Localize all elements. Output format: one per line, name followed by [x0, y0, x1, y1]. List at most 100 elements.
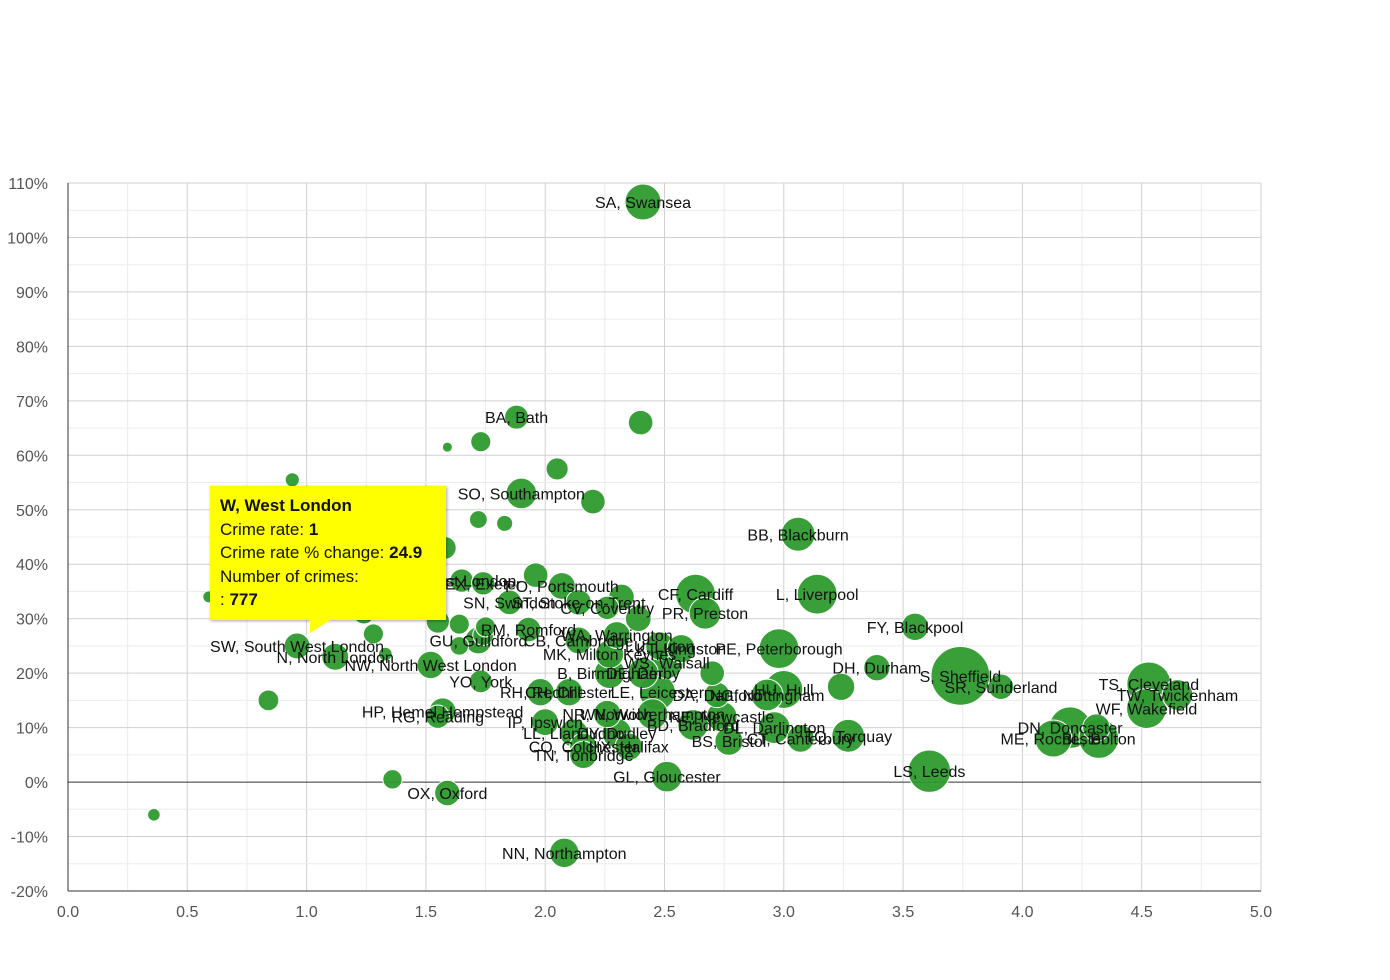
- bubble-point[interactable]: [547, 572, 576, 600]
- bubble-point[interactable]: [627, 409, 654, 436]
- bubble-label: DL, Darlington: [723, 721, 825, 738]
- bubble-point[interactable]: [826, 672, 856, 701]
- bubble-point[interactable]: [699, 660, 726, 686]
- bubble-label: GU, Guildford: [429, 633, 527, 650]
- bubble-point[interactable]: [416, 650, 445, 680]
- tooltip-crime-rate: Crime rate: 1: [220, 518, 436, 542]
- bubble-label: B, Birmingham: [557, 666, 662, 683]
- bubble-point[interactable]: [900, 612, 930, 642]
- tooltip-change-label: Crime rate % change:: [220, 543, 385, 562]
- bubble-point[interactable]: [1082, 713, 1111, 742]
- bubble-label: BD, Bradford: [647, 718, 739, 735]
- bubble-point[interactable]: [780, 516, 816, 552]
- bubble-point[interactable]: [382, 769, 403, 790]
- bubble-label: LE, Leicester: [611, 685, 705, 702]
- bubble-label: NN, Northampton: [502, 846, 627, 863]
- y-tick-label: 70%: [16, 394, 48, 411]
- bubble-label: DY, Dudley: [577, 726, 656, 743]
- bubble-point[interactable]: [863, 654, 891, 682]
- bubble-point[interactable]: [666, 634, 696, 664]
- bubble-point[interactable]: [468, 669, 493, 694]
- bubble-point[interactable]: [758, 628, 800, 670]
- bubble-point[interactable]: [636, 698, 669, 730]
- bubble-point[interactable]: [377, 646, 393, 662]
- bubble-series: [147, 183, 1194, 869]
- bubble-point[interactable]: [496, 589, 523, 616]
- y-tick-label: 20%: [16, 666, 48, 683]
- bubble-point[interactable]: [580, 488, 606, 515]
- bubble-point[interactable]: [987, 673, 1015, 700]
- x-tick-label: 1.0: [295, 904, 317, 921]
- bubble-point[interactable]: [796, 573, 838, 615]
- bubble-point[interactable]: [545, 457, 569, 481]
- bubble-point[interactable]: [522, 562, 549, 588]
- bubble-point[interactable]: [468, 510, 488, 529]
- bubble-point[interactable]: [651, 760, 683, 793]
- bubble-point[interactable]: [449, 636, 470, 656]
- bubble-point[interactable]: [757, 711, 791, 744]
- x-tick-label: 2.5: [653, 904, 675, 921]
- bubble-label: ME, Rochester: [1001, 732, 1107, 749]
- bubble-point[interactable]: [470, 431, 492, 453]
- y-tick-label: -20%: [11, 884, 48, 901]
- bubble-point[interactable]: [750, 678, 784, 712]
- tooltip-change: Crime rate % change: 24.9: [220, 541, 436, 565]
- bubble-label: FY, Blackpool: [867, 620, 964, 637]
- bubble-point[interactable]: [624, 605, 652, 633]
- bubble-label: L, Liverpool: [776, 587, 859, 604]
- bubble-point[interactable]: [257, 689, 280, 712]
- bubble-point[interactable]: [907, 749, 952, 793]
- bubble-point[interactable]: [1161, 679, 1194, 711]
- bubble-point[interactable]: [614, 732, 643, 761]
- bubble-point[interactable]: [282, 631, 312, 661]
- bubble-point[interactable]: [930, 645, 991, 706]
- bubble-point[interactable]: [496, 514, 514, 532]
- bubble-point[interactable]: [284, 472, 300, 488]
- bubble-point[interactable]: [441, 441, 453, 453]
- bubble-point[interactable]: [786, 724, 815, 753]
- bubble-point[interactable]: [1034, 719, 1073, 758]
- tooltip-change-value: 24.9: [389, 543, 423, 562]
- bubble-point[interactable]: [470, 571, 496, 596]
- bubble-point[interactable]: [602, 621, 631, 649]
- bubble-point[interactable]: [531, 708, 560, 737]
- bubble-point[interactable]: [504, 404, 530, 430]
- bubble-point[interactable]: [1126, 688, 1167, 729]
- x-tick-label: 5.0: [1250, 904, 1272, 921]
- bubble-point[interactable]: [564, 626, 593, 655]
- bubble-label: BS, Bristol: [692, 734, 767, 751]
- bubble-label: PO, Portsmouth: [505, 579, 619, 596]
- bubble-point[interactable]: [515, 616, 542, 643]
- bubble-point[interactable]: [434, 779, 461, 807]
- bubble-label: NE, Newcastle: [669, 710, 774, 727]
- bubble-point[interactable]: [677, 709, 709, 741]
- bubble-point[interactable]: [688, 596, 722, 630]
- bubble-point[interactable]: [569, 740, 598, 770]
- bubble-point[interactable]: [448, 613, 470, 635]
- y-tick-label: -10%: [11, 830, 48, 847]
- bubble-label: CF, Cardiff: [658, 587, 734, 604]
- bubble-point[interactable]: [831, 718, 866, 753]
- bubble-point[interactable]: [526, 678, 555, 707]
- bubble-point[interactable]: [624, 183, 662, 221]
- bubble-point[interactable]: [425, 704, 451, 729]
- bubble-point[interactable]: [565, 589, 592, 616]
- bubble-point[interactable]: [505, 477, 538, 510]
- tooltip-crime-rate-label: Crime rate:: [220, 519, 305, 539]
- bubble-point[interactable]: [475, 616, 497, 638]
- bubble-point[interactable]: [593, 699, 622, 729]
- bubble-point[interactable]: [362, 623, 384, 645]
- bubble-point[interactable]: [554, 678, 584, 707]
- bubble-label: SA, Swansea: [595, 195, 691, 212]
- bubble-label: YO, York: [449, 674, 513, 691]
- bubble-label: HX, Halifax: [589, 740, 669, 757]
- bubble-label: MK, Milton Keynes: [543, 647, 676, 664]
- bubble-point[interactable]: [595, 595, 620, 620]
- bubble-point[interactable]: [147, 807, 161, 822]
- bubble-label: LL, Llandudno: [523, 726, 625, 743]
- bubble-point[interactable]: [549, 837, 580, 869]
- x-tick-label: 2.0: [534, 904, 556, 921]
- bubble-point[interactable]: [321, 642, 350, 671]
- bubble-point[interactable]: [627, 657, 659, 689]
- bubble-point[interactable]: [714, 726, 744, 756]
